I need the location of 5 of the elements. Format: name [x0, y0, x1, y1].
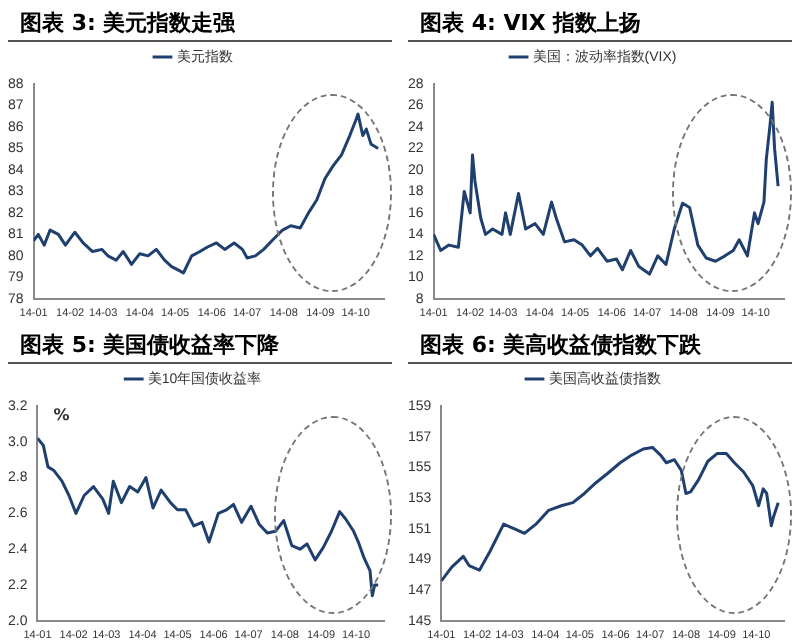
chart-title: 图表 5: 美国债收益率下降 [8, 330, 392, 364]
chart-title: 图表 6: 美高收益债指数下跌 [408, 330, 792, 364]
y-axis-title: % [53, 406, 70, 425]
chart-title: 图表 3: 美元指数走强 [8, 8, 392, 42]
chart-title: 图表 4: VIX 指数上扬 [408, 8, 792, 42]
